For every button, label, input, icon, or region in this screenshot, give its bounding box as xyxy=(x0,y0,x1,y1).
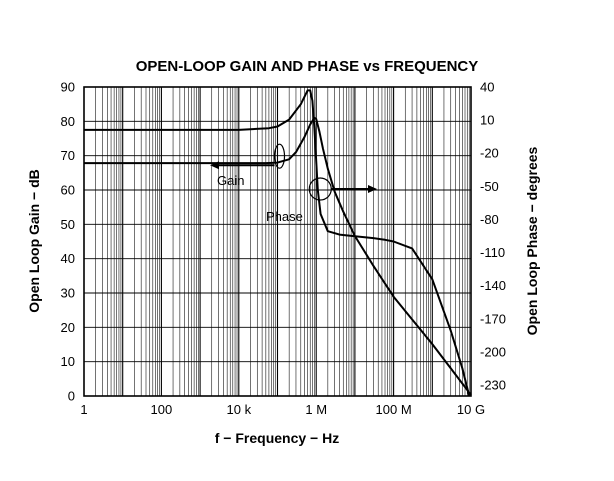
right-tick-label: -80 xyxy=(480,212,499,227)
right-tick-label: 10 xyxy=(480,113,494,128)
x-axis-label: f − Frequency − Hz xyxy=(215,430,339,446)
left-tick-label: 30 xyxy=(61,286,75,301)
left-axis-ticks: 0 10 20 30 40 50 60 70 80 90 xyxy=(61,80,75,404)
series-line-gain xyxy=(84,89,471,397)
series-group xyxy=(84,89,472,397)
right-tick-label: -50 xyxy=(480,179,499,194)
gain-arrowhead xyxy=(210,161,219,170)
plot-grid xyxy=(84,87,471,396)
left-tick-label: 80 xyxy=(61,114,75,129)
left-tick-label: 10 xyxy=(61,354,75,369)
series-line-phase xyxy=(84,116,472,396)
x-tick-label: 100 xyxy=(151,402,173,417)
right-tick-label: 40 xyxy=(480,80,494,95)
left-tick-label: 90 xyxy=(61,80,75,95)
right-tick-label: -20 xyxy=(480,146,499,161)
right-tick-label: -170 xyxy=(480,311,506,326)
right-tick-label: -110 xyxy=(480,245,505,260)
left-tick-label: 50 xyxy=(61,217,75,232)
phase-arrowhead xyxy=(368,185,377,193)
left-tick-label: 60 xyxy=(61,183,75,198)
x-tick-label: 10 k xyxy=(227,402,252,417)
right-tick-label: -200 xyxy=(480,344,506,359)
right-tick-label: -140 xyxy=(480,278,506,293)
phase-annotation-label: Phase xyxy=(266,209,303,224)
x-tick-label: 100 M xyxy=(376,402,412,417)
left-y-axis-label: Open Loop Gain − dB xyxy=(26,169,42,313)
plot-frame xyxy=(83,86,472,397)
left-tick-label: 70 xyxy=(61,148,75,163)
gain-marker-ellipse xyxy=(273,143,286,169)
chart-title: OPEN-LOOP GAIN AND PHASE vs FREQUENCY xyxy=(136,58,479,75)
x-tick-label: 10 G xyxy=(457,402,485,417)
left-tick-label: 40 xyxy=(61,251,75,266)
right-tick-label: -230 xyxy=(480,377,506,392)
right-axis-ticks: 40 10 -20 -50 -80 -110 -140 -170 -200 -230 xyxy=(480,80,506,393)
x-axis-ticks: 1 100 10 k 1 M 100 M 10 G xyxy=(80,402,485,417)
right-y-axis-label: Open Loop Phase − degrees xyxy=(524,146,540,335)
gain-annotation-label: Gain xyxy=(217,173,244,188)
left-tick-label: 20 xyxy=(61,320,75,335)
left-tick-label: 0 xyxy=(68,389,75,404)
x-tick-label: 1 xyxy=(80,402,87,417)
annotation-group: Gain Phase xyxy=(210,143,377,224)
x-tick-label: 1 M xyxy=(305,402,327,417)
